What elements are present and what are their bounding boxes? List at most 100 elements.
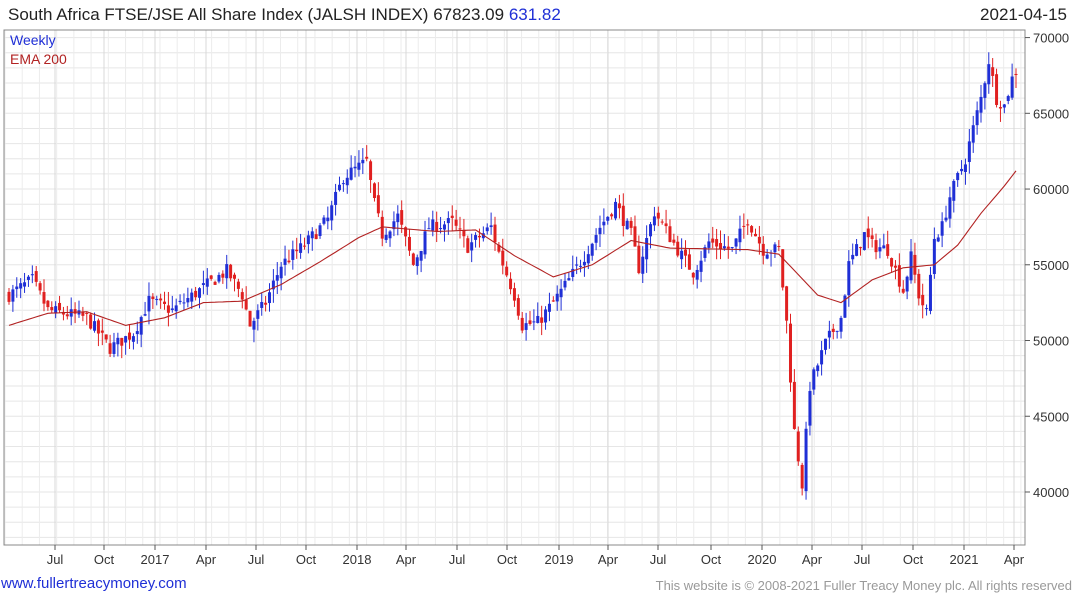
candle	[827, 320, 831, 349]
candle-body	[330, 205, 334, 221]
candle	[69, 297, 73, 326]
candle	[882, 233, 886, 249]
candle	[555, 285, 559, 311]
candle	[963, 158, 967, 185]
candle	[777, 240, 781, 252]
candle-body	[89, 314, 93, 329]
candle-body	[209, 275, 213, 279]
candle	[81, 306, 85, 322]
candle	[341, 180, 345, 192]
candle-body	[524, 323, 528, 330]
candle	[458, 216, 462, 239]
candle-body	[839, 317, 843, 332]
candle	[594, 228, 598, 251]
candle	[26, 275, 30, 287]
x-tick-label: Oct	[903, 552, 924, 567]
candle	[944, 205, 948, 223]
candle	[15, 277, 19, 298]
candle-body	[400, 210, 404, 225]
candle	[754, 228, 758, 237]
site-link[interactable]: www.fullertreacymoney.com	[1, 575, 187, 592]
y-tick-label: 45000	[1033, 409, 1069, 424]
candle-body	[870, 235, 874, 240]
candle	[104, 334, 108, 343]
candle-body	[633, 226, 637, 247]
candle-body	[660, 221, 664, 223]
candle	[209, 274, 213, 281]
candle	[948, 186, 952, 228]
candle	[987, 52, 991, 94]
candle-body	[264, 302, 268, 305]
candle-body	[932, 238, 936, 275]
candle-body	[198, 288, 202, 298]
candle-body	[439, 228, 443, 230]
x-tick-label: Apr	[598, 552, 619, 567]
candle-body	[722, 246, 726, 249]
plot-border	[3, 29, 1026, 546]
candle-body	[882, 245, 886, 249]
candle	[820, 340, 824, 376]
candle	[470, 233, 474, 263]
candle	[302, 237, 306, 250]
candle-body	[415, 257, 419, 267]
candle-body	[886, 244, 890, 256]
candle	[201, 270, 205, 295]
candle	[625, 218, 629, 230]
candle-body	[163, 301, 167, 304]
candle	[567, 272, 571, 281]
candle	[843, 294, 847, 319]
candle-body	[201, 283, 205, 286]
candle-body	[649, 224, 653, 237]
candle-body	[1006, 96, 1010, 101]
candle	[695, 265, 699, 289]
candle-body	[291, 249, 295, 260]
candle	[1006, 94, 1010, 105]
candle-body	[734, 238, 738, 247]
x-axis: Jul Oct 2017 Apr Jul Oct 2018 Apr Jul Oct 2019 Apr J…	[47, 545, 1025, 567]
candle-body	[536, 315, 540, 323]
last-price: 67823.09	[433, 5, 505, 24]
candle-body	[93, 321, 97, 331]
candle	[124, 335, 128, 355]
candle-body	[155, 298, 159, 300]
candle-body	[23, 282, 27, 287]
candle	[917, 269, 921, 306]
candle	[322, 215, 326, 226]
candle	[50, 301, 54, 313]
candle	[967, 128, 971, 174]
candle-body	[38, 283, 42, 291]
candle-body	[971, 125, 975, 143]
candle	[244, 286, 248, 311]
candle-body	[139, 317, 143, 335]
candle-body	[746, 224, 750, 226]
candle	[194, 286, 198, 301]
candle-body	[423, 231, 427, 255]
candle	[404, 226, 408, 247]
candle	[415, 254, 419, 275]
x-tick-label: Oct	[497, 552, 518, 567]
candle	[614, 198, 618, 221]
candle-body	[466, 238, 470, 253]
candle	[306, 230, 310, 254]
candle-body	[186, 298, 190, 303]
candle	[816, 363, 820, 377]
candle-body	[614, 201, 618, 219]
candle	[866, 216, 870, 249]
candle	[61, 306, 65, 321]
candle-body	[392, 221, 396, 230]
candle-body	[159, 298, 163, 301]
candle	[890, 257, 894, 273]
candle	[703, 244, 707, 262]
candle-body	[376, 195, 380, 214]
candle-body	[54, 306, 58, 314]
candle-body	[279, 266, 283, 279]
ema-200-line	[8, 170, 1017, 326]
candle-body	[765, 254, 769, 259]
candle-body	[719, 243, 723, 250]
candle	[932, 227, 936, 279]
candle	[229, 263, 233, 282]
candle-body	[785, 286, 789, 321]
candle-body	[58, 302, 62, 311]
candle	[267, 283, 271, 312]
candle	[617, 194, 621, 219]
